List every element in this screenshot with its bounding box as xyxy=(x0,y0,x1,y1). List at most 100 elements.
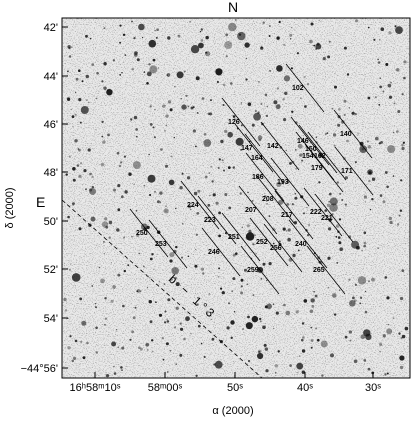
star xyxy=(160,148,163,151)
pointer xyxy=(221,212,261,262)
star xyxy=(242,328,245,331)
star xyxy=(128,172,132,176)
star xyxy=(388,216,392,221)
star xyxy=(155,301,157,304)
star xyxy=(133,37,136,40)
star xyxy=(294,192,297,195)
star xyxy=(311,209,314,212)
star xyxy=(348,107,351,109)
star xyxy=(186,176,191,180)
star xyxy=(352,296,355,300)
star xyxy=(363,231,367,234)
frame xyxy=(61,17,411,379)
star-label: 246 xyxy=(208,249,220,256)
star xyxy=(367,96,371,100)
star xyxy=(313,290,315,293)
star xyxy=(212,193,216,197)
star xyxy=(130,118,133,121)
star xyxy=(324,209,328,212)
star xyxy=(346,139,349,143)
pointer xyxy=(249,217,289,267)
pointer xyxy=(290,116,330,166)
star xyxy=(247,102,252,106)
star xyxy=(95,306,97,309)
star xyxy=(276,65,283,72)
star xyxy=(74,113,77,116)
star xyxy=(154,190,156,193)
star xyxy=(165,342,169,346)
star xyxy=(91,186,95,189)
star xyxy=(266,203,268,205)
star-label: 224 xyxy=(187,202,199,209)
star xyxy=(327,256,331,260)
star xyxy=(363,195,367,199)
star xyxy=(104,297,107,300)
star xyxy=(240,102,242,104)
star xyxy=(324,132,327,136)
star xyxy=(272,327,275,330)
star xyxy=(78,227,82,231)
star xyxy=(124,190,128,194)
star xyxy=(260,174,262,176)
star xyxy=(205,51,208,54)
star xyxy=(336,181,339,184)
star xyxy=(328,218,332,222)
star xyxy=(339,247,344,251)
star xyxy=(214,360,223,369)
star xyxy=(208,293,210,295)
star xyxy=(117,346,119,348)
star xyxy=(127,264,130,266)
star xyxy=(91,63,94,66)
star xyxy=(149,193,152,197)
east-label: E xyxy=(36,194,45,210)
pointer xyxy=(333,109,373,159)
star xyxy=(264,347,269,351)
star xyxy=(135,209,138,212)
star xyxy=(94,303,97,305)
star xyxy=(179,353,183,357)
star xyxy=(85,188,87,191)
star xyxy=(85,99,88,102)
star xyxy=(401,143,404,147)
star xyxy=(148,153,150,156)
galactic-line xyxy=(61,199,263,379)
star xyxy=(201,97,205,100)
star xyxy=(121,346,125,350)
star xyxy=(101,120,104,123)
pointer xyxy=(306,245,346,295)
star-label: 208 xyxy=(262,196,274,203)
star xyxy=(290,26,293,29)
star xyxy=(103,27,106,29)
star xyxy=(120,366,123,369)
star xyxy=(354,112,357,116)
star xyxy=(306,83,310,86)
star xyxy=(103,86,107,90)
star xyxy=(367,26,370,29)
star xyxy=(199,30,202,33)
star xyxy=(289,33,293,37)
star xyxy=(198,42,204,49)
north-label: N xyxy=(228,0,238,15)
pointer xyxy=(285,63,325,113)
star xyxy=(285,230,288,232)
star xyxy=(89,172,92,176)
star xyxy=(210,318,212,320)
star xyxy=(285,310,291,316)
star xyxy=(233,118,236,121)
y-tick-label: 54' xyxy=(44,313,58,325)
star xyxy=(337,123,341,127)
star xyxy=(149,65,158,74)
star xyxy=(111,341,117,347)
star xyxy=(71,273,81,282)
star xyxy=(335,224,340,228)
star xyxy=(392,317,395,320)
star xyxy=(112,59,116,62)
star xyxy=(100,278,105,284)
star xyxy=(259,320,262,323)
star xyxy=(136,290,138,293)
star xyxy=(237,31,246,41)
pointer xyxy=(270,157,310,207)
star xyxy=(123,155,126,158)
star xyxy=(359,302,361,304)
star xyxy=(230,320,235,325)
